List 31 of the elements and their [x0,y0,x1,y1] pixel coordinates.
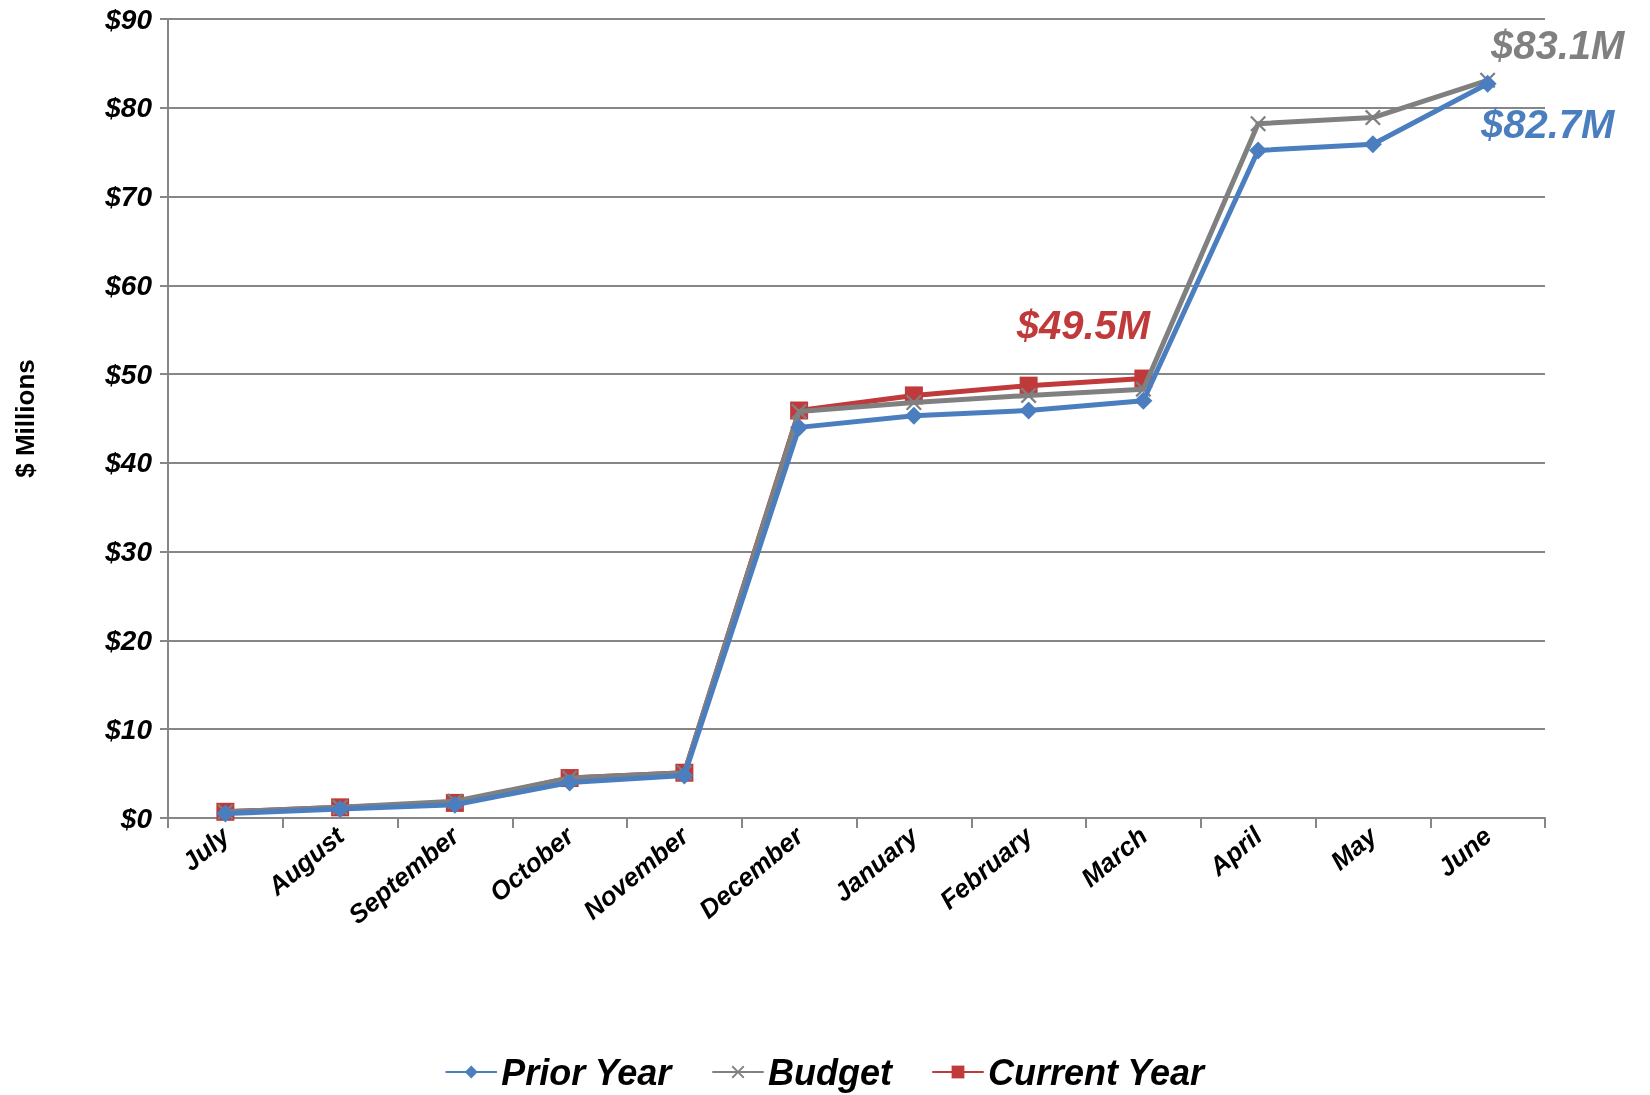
point [560,773,579,792]
legend-label: Prior Year [501,1051,674,1093]
y-tick-label: $50 [104,358,153,390]
point [1134,391,1153,410]
point [1364,109,1381,126]
point [790,418,809,437]
y-tick-label: $40 [104,447,153,479]
y-tick-label: $60 [104,269,153,301]
legend-label: Budget [768,1051,895,1093]
data-label: $82.7M [1479,101,1617,146]
point [1478,74,1497,93]
point [1020,387,1037,404]
point [905,394,922,411]
legend-label: Current Year [988,1051,1207,1093]
y-tick-label: $20 [104,624,153,656]
point [1019,401,1038,420]
data-label: $49.5M [1015,302,1152,347]
point [1250,115,1267,132]
data-label: $83.1M [1489,23,1627,68]
y-tick-label: $0 [119,802,153,834]
x-tick-label: May [1324,819,1384,877]
y-tick-label: $80 [104,92,153,124]
x-tick-label: July [175,819,237,877]
y-axis-title: $ Millions [10,359,40,478]
point [904,406,923,425]
y-tick-label: $70 [104,181,153,213]
point [1249,141,1268,160]
y-tick-label: $10 [104,713,153,745]
point [1363,135,1382,154]
y-tick-label: $90 [104,3,153,35]
y-tick-label: $30 [104,536,153,568]
